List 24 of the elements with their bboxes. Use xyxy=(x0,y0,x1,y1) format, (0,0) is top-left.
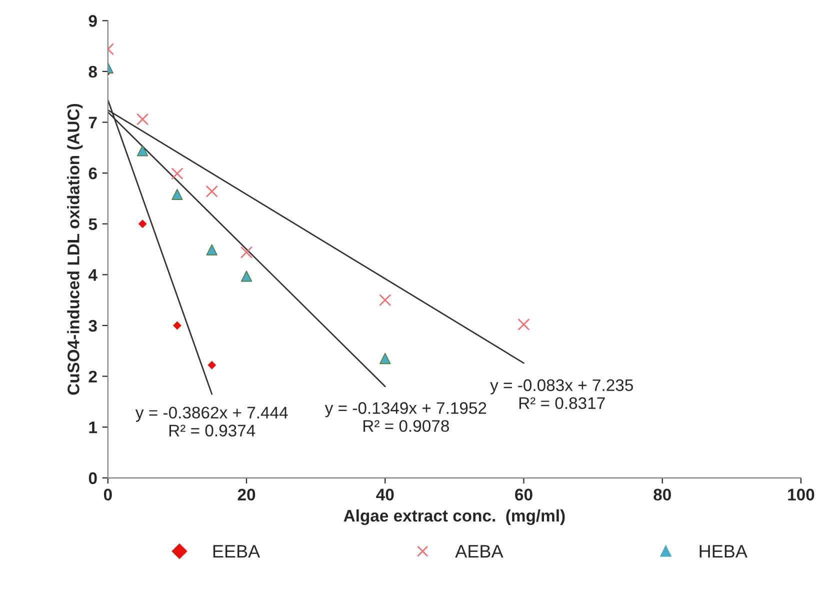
x-tick-label: 20 xyxy=(238,488,256,501)
legend-label: HEBA xyxy=(700,545,748,558)
y-tick-label: 0 xyxy=(88,472,97,484)
y-tick-label: 3 xyxy=(88,320,97,332)
legend-label: EEBA xyxy=(213,545,260,558)
y-tick-label: 9 xyxy=(88,15,97,27)
annotation: y = -0.083x + 7.235 R² = 0.8317 xyxy=(490,379,633,410)
y-tick-label: 6 xyxy=(88,167,97,180)
x-tick-label: 0 xyxy=(104,488,112,501)
y-tick-label: 8 xyxy=(88,66,97,78)
y-tick-label: 7 xyxy=(88,116,97,128)
x-tick-label: 40 xyxy=(376,488,394,501)
x-axis-title: Algae extract conc. (mg/ml) xyxy=(344,509,565,526)
y-tick-label: 5 xyxy=(88,218,98,230)
x-tick-label: 100 xyxy=(788,488,814,501)
annotation: y = -0.1349x + 7.1952 R² = 0.9078 xyxy=(324,402,486,432)
y-tick-label: 1 xyxy=(89,422,98,434)
y-tick-label: 4 xyxy=(88,269,98,281)
y-tick-label: 2 xyxy=(88,370,97,382)
x-tick-label: 80 xyxy=(654,488,671,501)
legend-label: AEBA xyxy=(455,545,504,558)
annotation: y = -0.3862x + 7.444 R² = 0.9374 xyxy=(135,406,288,436)
y-axis-title: CuSO4-induced LDL oxidation (AUC) xyxy=(67,104,83,395)
x-tick-label: 60 xyxy=(515,488,532,501)
